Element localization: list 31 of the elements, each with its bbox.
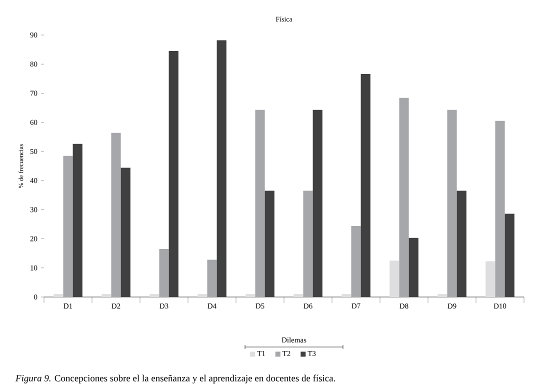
bar	[390, 260, 400, 297]
bar	[120, 168, 130, 297]
bar	[63, 156, 73, 297]
bar	[504, 214, 514, 297]
bar	[447, 110, 457, 297]
bar	[111, 132, 121, 297]
bar	[159, 248, 169, 297]
bar	[495, 120, 505, 297]
bar	[342, 294, 352, 297]
bar	[408, 238, 418, 297]
bar	[207, 260, 217, 297]
bar	[198, 294, 208, 297]
bar	[486, 261, 496, 297]
bar	[351, 226, 361, 297]
bar	[255, 110, 265, 297]
bar	[246, 294, 256, 297]
bar	[399, 98, 409, 297]
bar	[312, 110, 322, 297]
bar	[438, 294, 448, 297]
bar	[294, 294, 304, 297]
bar	[102, 294, 112, 297]
bar	[216, 40, 226, 297]
bar	[264, 190, 274, 297]
text: Figura 9. Concepciones sobre el la enseñanza y el aprendizaje en docentes de física.	[15, 374, 336, 384]
bar	[303, 190, 313, 297]
bar	[54, 294, 64, 297]
bar	[150, 294, 160, 297]
bar	[456, 190, 466, 297]
bar	[360, 74, 370, 297]
bar	[168, 51, 178, 297]
bar	[72, 144, 82, 297]
